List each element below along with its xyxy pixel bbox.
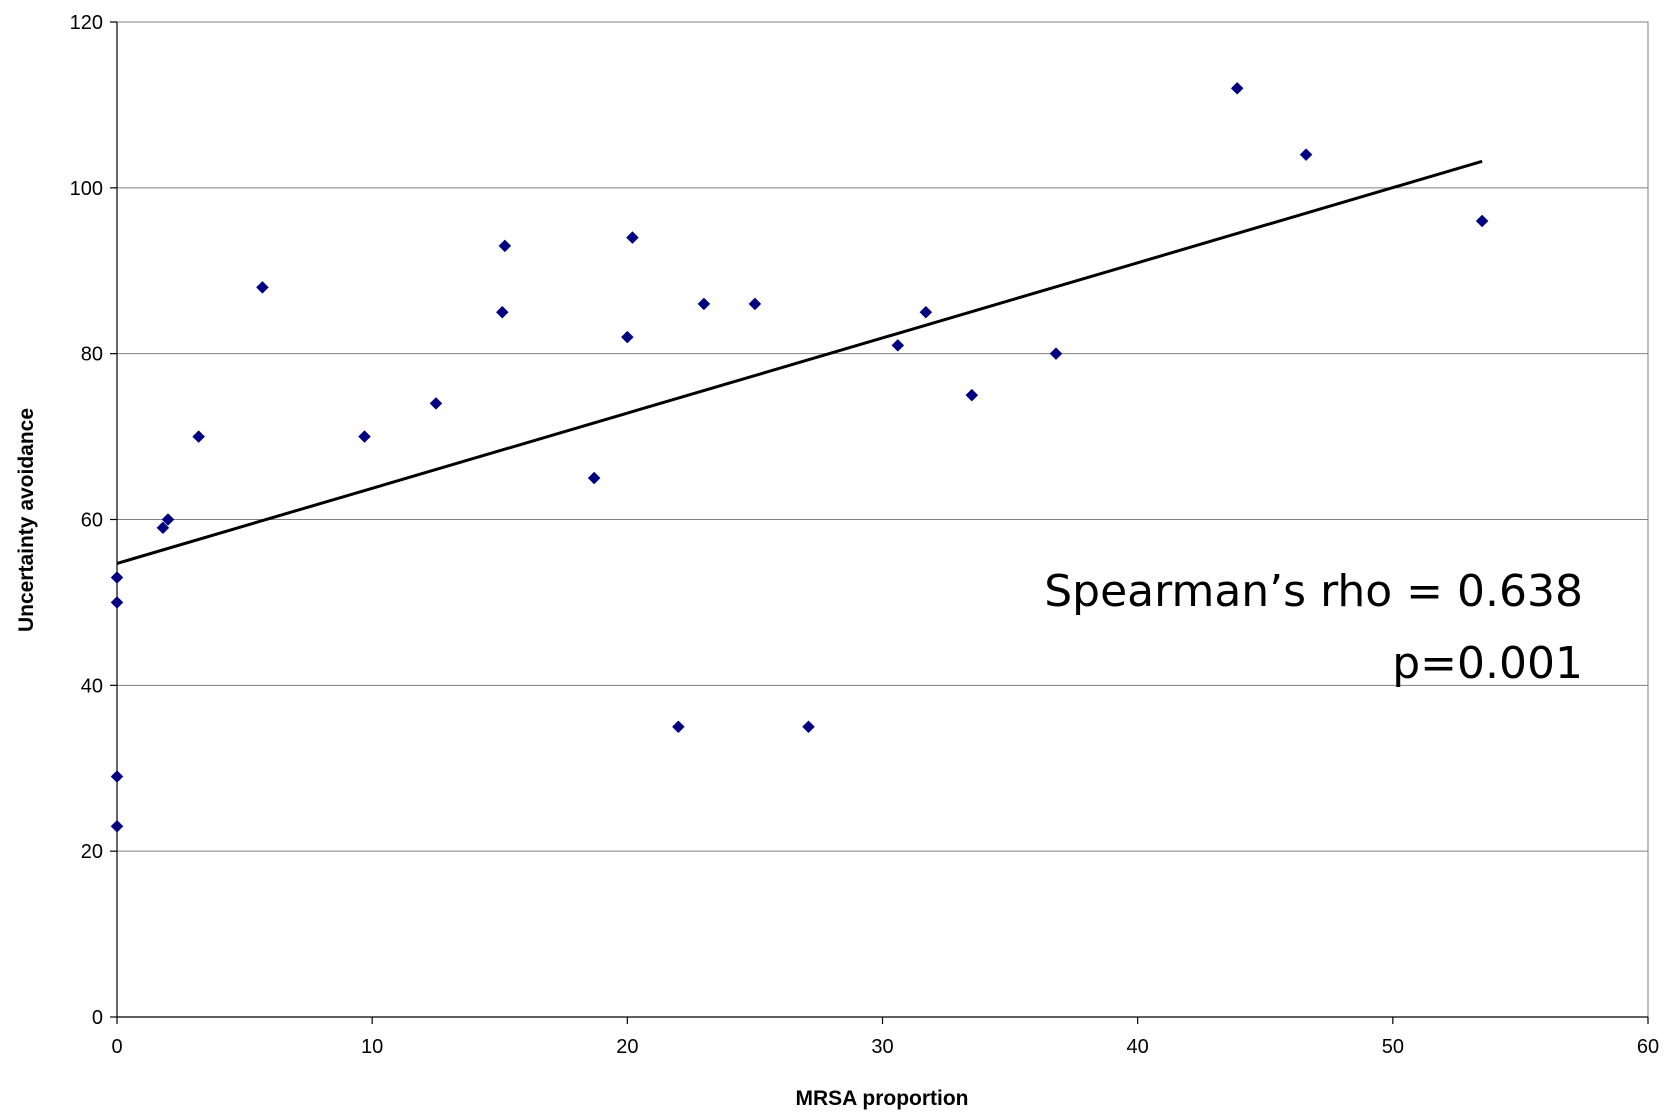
trendline — [116, 159, 1483, 565]
y-tick-label: 120 — [70, 12, 103, 34]
trendline-group — [116, 159, 1483, 565]
x-axis-title: MRSA proportion — [795, 1087, 968, 1110]
data-point — [256, 280, 269, 294]
y-tick-label: 60 — [81, 510, 103, 532]
data-point — [156, 521, 170, 535]
data-point — [672, 720, 685, 734]
x-tick-label: 20 — [616, 1036, 638, 1058]
data-point — [891, 339, 905, 352]
x-tick-label: 60 — [1637, 1036, 1659, 1058]
y-axis-title: Uncertainty avoidance — [15, 408, 38, 632]
data-point — [587, 471, 601, 485]
y-tick-label: 80 — [81, 344, 103, 366]
tick-labels: 0 20 40 60 80 100 120 0 10 20 30 40 50 60 — [70, 12, 1660, 1058]
data-point — [620, 330, 634, 344]
data-point — [1049, 347, 1063, 361]
annotation-rho: Spearman’s rho = 0.638 — [1044, 566, 1583, 617]
y-tick-label: 100 — [70, 178, 103, 200]
data-point — [110, 596, 124, 609]
y-tick-label: 20 — [81, 841, 103, 863]
data-point — [965, 388, 979, 402]
data-point — [495, 305, 509, 319]
data-point — [1299, 148, 1313, 162]
data-point — [748, 297, 762, 311]
data-point — [1230, 81, 1244, 95]
data-point — [358, 430, 371, 443]
x-tick-label: 50 — [1382, 1036, 1404, 1058]
axes — [110, 21, 1649, 1024]
data-point — [110, 770, 124, 783]
x-tick-label: 0 — [111, 1036, 122, 1058]
data-points — [110, 81, 1489, 833]
annotation-p: p=0.001 — [1392, 638, 1583, 689]
y-tick-label: 0 — [92, 1007, 103, 1029]
data-point — [919, 305, 933, 319]
data-point — [429, 397, 443, 410]
data-point — [192, 430, 206, 443]
data-point — [697, 297, 711, 311]
data-point — [802, 720, 815, 734]
x-tick-label: 40 — [1127, 1036, 1149, 1058]
y-tick-label: 40 — [81, 675, 103, 697]
data-point — [626, 231, 639, 244]
x-tick-label: 30 — [871, 1036, 893, 1058]
data-point — [498, 239, 512, 253]
data-point — [161, 513, 175, 526]
data-point — [110, 571, 124, 584]
data-point — [1475, 214, 1489, 228]
x-tick-label: 10 — [361, 1036, 383, 1058]
data-point — [110, 819, 124, 833]
